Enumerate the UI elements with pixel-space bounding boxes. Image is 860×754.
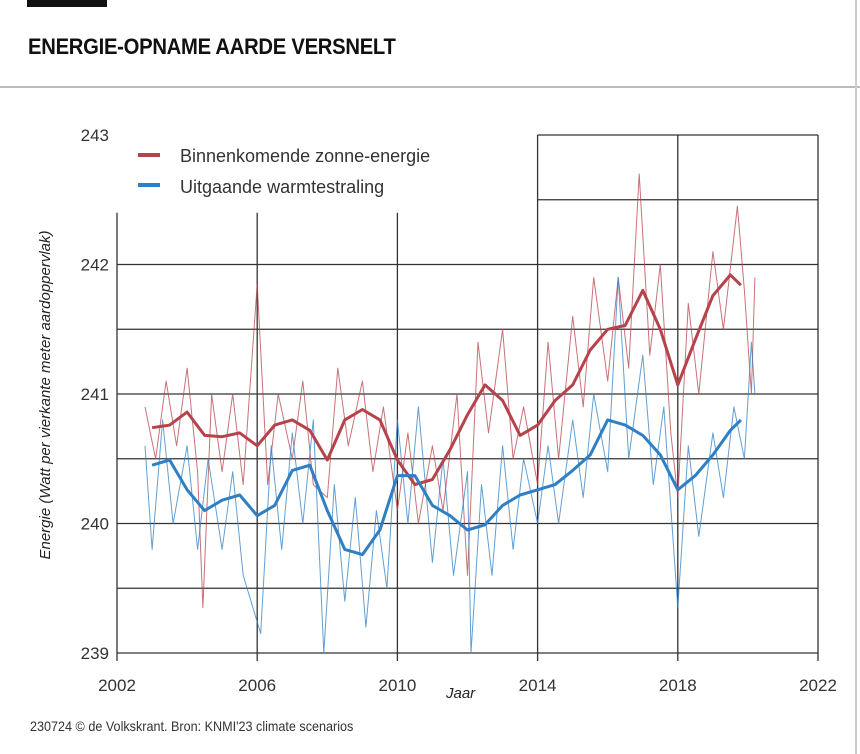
legend: Binnenkomende zonne-energie Uitgaande wa… <box>138 146 430 197</box>
x-axis-label: Jaar <box>445 685 476 702</box>
divider <box>0 86 860 88</box>
legend-label-incoming: Binnenkomende zonne-energie <box>180 146 430 166</box>
x-tick-label: 2010 <box>378 676 416 695</box>
x-tick-label: 2022 <box>799 676 837 695</box>
source-credit: 230724 © de Volkskrant. Bron: KNMI'23 cl… <box>30 718 354 734</box>
x-tick-label: 2002 <box>98 676 136 695</box>
frame-border <box>855 0 857 754</box>
x-tick-label: 2006 <box>238 676 276 695</box>
outgoing-smoothed-line <box>151 418 742 557</box>
incoming-monthly-line <box>144 173 756 609</box>
incoming-smoothed-line <box>151 273 742 487</box>
y-tick-label: 243 <box>81 126 109 145</box>
y-tick-label: 242 <box>81 256 109 275</box>
y-axis-label: Energie (Watt per vierkante meter aardop… <box>37 230 54 559</box>
y-tick-label: 241 <box>81 385 109 404</box>
brand-bar <box>27 0 107 7</box>
x-tick-label: 2018 <box>659 676 697 695</box>
chart-title: ENERGIE-OPNAME AARDE VERSNELT <box>28 34 396 59</box>
outgoing-monthly-line <box>144 276 756 654</box>
series-lines <box>144 173 756 654</box>
y-tick-label: 239 <box>81 644 109 663</box>
legend-label-outgoing: Uitgaande warmtestraling <box>180 177 384 197</box>
x-tick-label: 2014 <box>519 676 557 695</box>
y-tick-label: 240 <box>81 515 109 534</box>
axis-ticks: 2002 2006 2010 2014 2018 2022 239 240 241 242 243 <box>81 126 837 695</box>
grid <box>116 134 819 661</box>
